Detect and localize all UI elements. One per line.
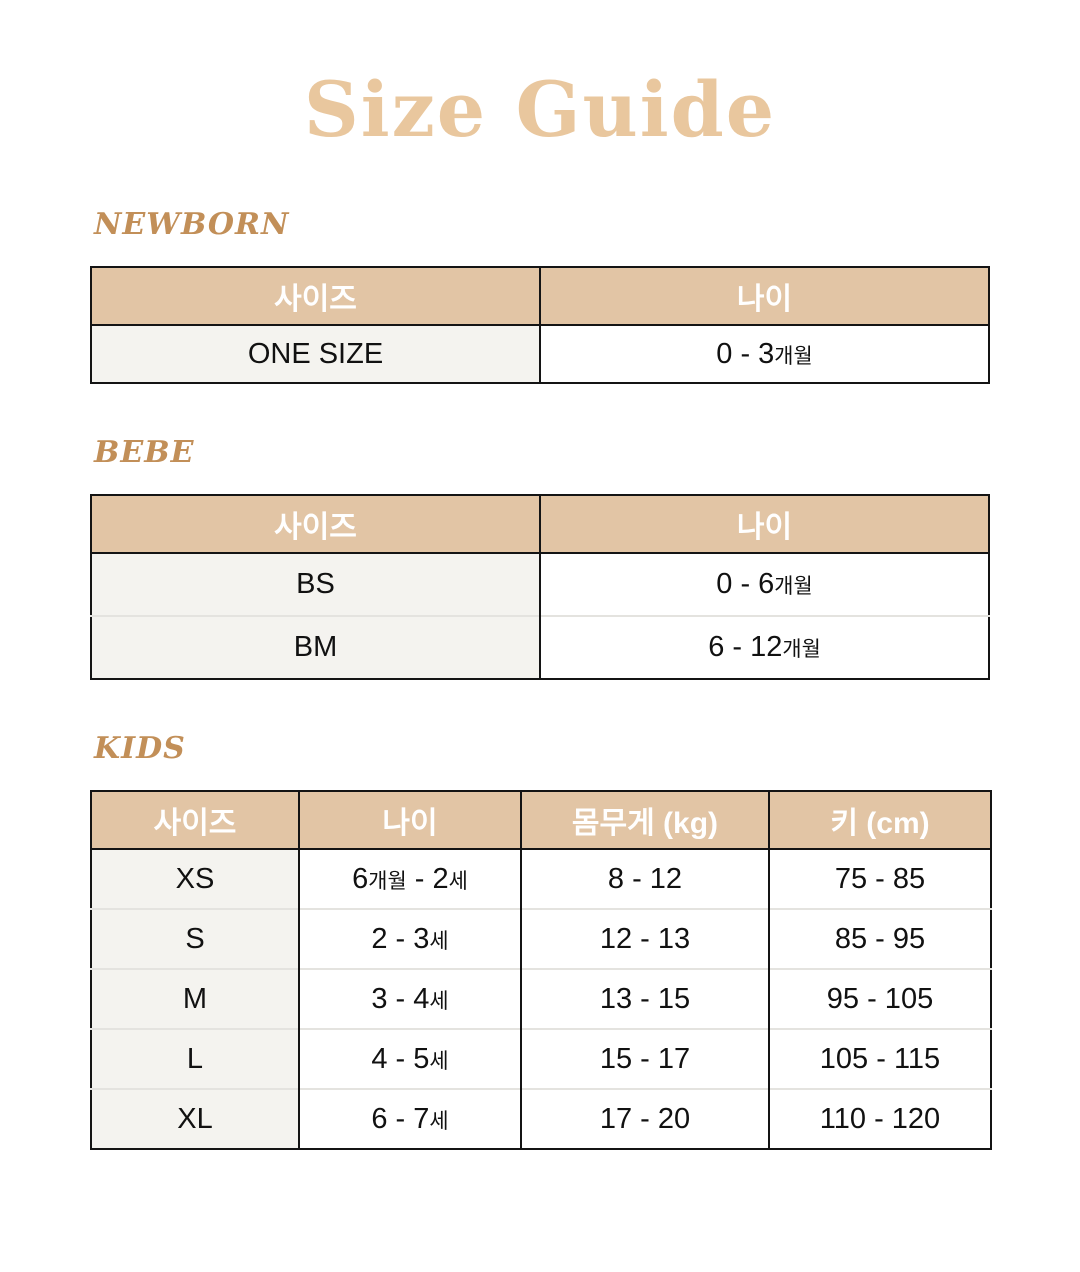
- newborn-table: 사이즈 나이 ONE SIZE 0 - 3개월: [90, 266, 990, 384]
- table-cell-age: 6개월 - 2세: [298, 849, 521, 909]
- header-cell-age: 나이: [539, 495, 989, 554]
- table-cell-size: BM: [91, 615, 540, 679]
- table-cell-size: L: [91, 1028, 299, 1089]
- header-cell-size: 사이즈: [91, 267, 540, 326]
- table-cell-size: ONE SIZE: [91, 325, 540, 383]
- table-cell-age: 0 - 6개월: [539, 553, 989, 616]
- section-kids: KIDS 사이즈 나이 몸무게 (kg) 키 (cm) XS 6개월 - 2세 …: [90, 731, 992, 1150]
- table-cell-size: BS: [91, 553, 540, 616]
- bebe-table: 사이즈 나이 BS 0 - 6개월 BM 6 - 12개월: [90, 494, 990, 680]
- kids-table: 사이즈 나이 몸무게 (kg) 키 (cm) XS 6개월 - 2세 8 - 1…: [90, 790, 992, 1150]
- table-cell-size: S: [91, 908, 299, 969]
- table-cell-weight: 17 - 20: [520, 1088, 769, 1149]
- table-cell-height: 95 - 105: [768, 968, 991, 1029]
- section-label-bebe: BEBE: [94, 435, 195, 470]
- table-cell-age: 0 - 3개월: [539, 325, 989, 383]
- table-cell-height: 85 - 95: [768, 908, 991, 969]
- table-cell-height: 105 - 115: [768, 1028, 991, 1089]
- header-cell-height: 키 (cm): [768, 791, 991, 850]
- table-row: L 4 - 5세 15 - 17 105 - 115: [91, 1028, 991, 1089]
- section-label-newborn: NEWBORN: [94, 207, 290, 242]
- header-row: 사이즈 나이 몸무게 (kg) 키 (cm): [91, 791, 991, 850]
- table-cell-height: 75 - 85: [768, 849, 991, 909]
- header-cell-size: 사이즈: [91, 791, 299, 850]
- header-cell-age: 나이: [539, 267, 989, 326]
- table-cell-age: 2 - 3세: [298, 908, 521, 969]
- table-row: M 3 - 4세 13 - 15 95 - 105: [91, 968, 991, 1029]
- table-cell-weight: 15 - 17: [520, 1028, 769, 1089]
- page-title: Size Guide: [303, 65, 777, 154]
- table-row: BS 0 - 6개월: [91, 553, 989, 616]
- table-cell-weight: 8 - 12: [520, 849, 769, 909]
- header-cell-age: 나이: [298, 791, 521, 850]
- section-label-kids: KIDS: [94, 731, 186, 766]
- header-cell-size: 사이즈: [91, 495, 540, 554]
- table-cell-weight: 13 - 15: [520, 968, 769, 1029]
- table-cell-height: 110 - 120: [768, 1088, 991, 1149]
- table-cell-weight: 12 - 13: [520, 908, 769, 969]
- section-bebe: BEBE 사이즈 나이 BS 0 - 6개월 BM 6 - 12개월: [90, 438, 990, 680]
- table-cell-size: M: [91, 968, 299, 1029]
- table-cell-size: XS: [91, 849, 299, 909]
- table-row: BM 6 - 12개월: [91, 615, 989, 679]
- table-cell-age: 3 - 4세: [298, 968, 521, 1029]
- header-row: 사이즈 나이: [91, 495, 989, 554]
- table-cell-size: XL: [91, 1088, 299, 1149]
- table-row: ONE SIZE 0 - 3개월: [91, 325, 989, 383]
- table-row: S 2 - 3세 12 - 13 85 - 95: [91, 908, 991, 969]
- table-cell-age: 6 - 7세: [298, 1088, 521, 1149]
- header-cell-weight: 몸무게 (kg): [520, 791, 769, 850]
- header-row: 사이즈 나이: [91, 267, 989, 326]
- table-row: XL 6 - 7세 17 - 20 110 - 120: [91, 1088, 991, 1149]
- table-cell-age: 4 - 5세: [298, 1028, 521, 1089]
- table-row: XS 6개월 - 2세 8 - 12 75 - 85: [91, 849, 991, 909]
- table-cell-age: 6 - 12개월: [539, 615, 989, 679]
- section-newborn: NEWBORN 사이즈 나이 ONE SIZE 0 - 3개월: [90, 210, 990, 384]
